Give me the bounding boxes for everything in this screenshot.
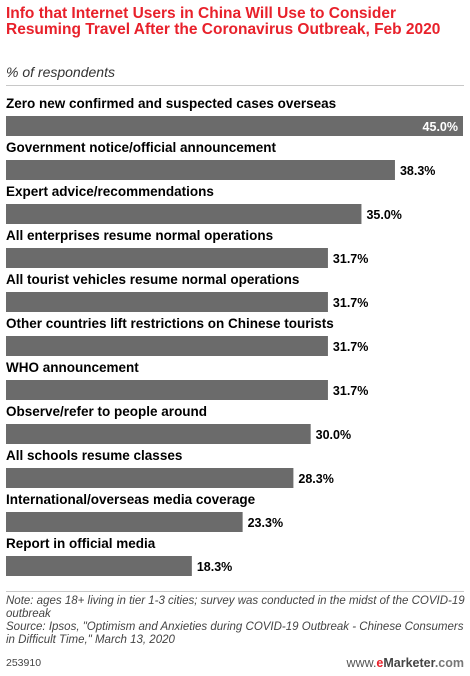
bar bbox=[6, 424, 311, 444]
bar-label: All schools resume classes bbox=[6, 448, 182, 463]
bar bbox=[6, 512, 243, 532]
bar bbox=[6, 468, 294, 488]
bar-value-label: 30.0% bbox=[316, 428, 351, 442]
bar-value-label: 18.3% bbox=[197, 560, 232, 574]
bar-label: Observe/refer to people around bbox=[6, 404, 207, 419]
bar-value-label: 28.3% bbox=[298, 472, 333, 486]
bar bbox=[6, 160, 395, 180]
bar bbox=[6, 248, 328, 268]
source-text: Source: Ipsos, "Optimism and Anxieties d… bbox=[6, 621, 464, 646]
bar bbox=[6, 116, 463, 136]
bar bbox=[6, 380, 328, 400]
brand-marketer: Marketer bbox=[383, 656, 435, 670]
bar-value-label: 23.3% bbox=[248, 516, 283, 530]
bar-value-label: 38.3% bbox=[400, 164, 435, 178]
chart-footer: 253910 www.eMarketer.com bbox=[6, 656, 464, 671]
bar-label: WHO announcement bbox=[6, 360, 139, 375]
bar bbox=[6, 292, 328, 312]
bar-label: Government notice/official announcement bbox=[6, 140, 277, 155]
brand-prefix: www. bbox=[346, 656, 377, 670]
bar-chart: Zero new confirmed and suspected cases o… bbox=[6, 96, 463, 576]
bar bbox=[6, 204, 362, 224]
brand-e: e bbox=[376, 656, 384, 670]
bar-value-label: 45.0% bbox=[423, 120, 458, 134]
bar bbox=[6, 336, 328, 356]
bar-label: Zero new confirmed and suspected cases o… bbox=[6, 96, 336, 111]
bar-label: Expert advice/recommendations bbox=[6, 184, 214, 199]
bar-value-label: 31.7% bbox=[333, 252, 368, 266]
brand-suffix: .com bbox=[434, 656, 464, 670]
bar-value-label: 31.7% bbox=[333, 340, 368, 354]
bar-value-label: 31.7% bbox=[333, 384, 368, 398]
bar-label: All tourist vehicles resume normal opera… bbox=[6, 272, 299, 287]
bar-label: Report in official media bbox=[6, 536, 156, 551]
bar-label: All enterprises resume normal operations bbox=[6, 228, 273, 243]
bar-value-label: 31.7% bbox=[333, 296, 368, 310]
top-divider bbox=[6, 85, 464, 86]
emarketer-logo: www.eMarketer.com bbox=[347, 656, 464, 670]
bar-label: International/overseas media coverage bbox=[6, 492, 256, 507]
chart-title: Info that Internet Users in China Will U… bbox=[6, 5, 441, 38]
chart-id: 253910 bbox=[6, 657, 42, 669]
chart-subtitle: % of respondents bbox=[6, 64, 115, 80]
bottom-divider bbox=[6, 591, 464, 592]
chart-notes: Note: ages 18+ living in tier 1-3 cities… bbox=[6, 595, 466, 647]
bar-value-label: 35.0% bbox=[366, 208, 401, 222]
bar-label: Other countries lift restrictions on Chi… bbox=[6, 316, 334, 331]
bar bbox=[6, 556, 192, 576]
note-text: Note: ages 18+ living in tier 1-3 cities… bbox=[6, 595, 465, 620]
